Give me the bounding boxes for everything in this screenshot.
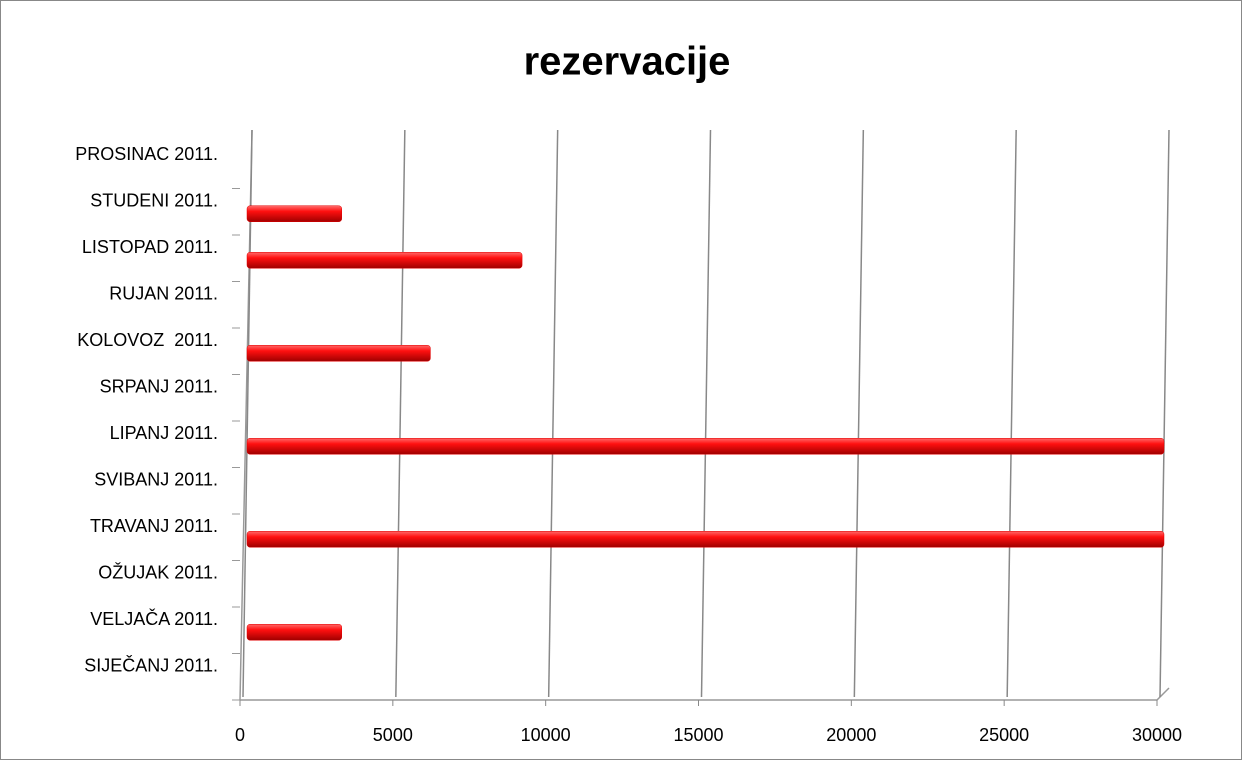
y-tick-label: VELJAČA 2011. bbox=[90, 608, 218, 629]
bar bbox=[246, 205, 343, 222]
x-tick-label: 0 bbox=[235, 725, 245, 745]
grid-line bbox=[853, 129, 865, 698]
y-tick-label: SIJEČANJ 2011. bbox=[84, 655, 218, 676]
x-tick-label: 15000 bbox=[673, 725, 723, 745]
grid-line bbox=[395, 129, 406, 698]
y-tick-label: KOLOVOZ 2011. bbox=[77, 330, 218, 350]
y-tick-label: SRPANJ 2011. bbox=[100, 377, 218, 397]
bar bbox=[246, 345, 431, 362]
grid-line bbox=[547, 129, 559, 698]
x-tick-label: 20000 bbox=[826, 725, 876, 745]
x-tick-label: 5000 bbox=[373, 725, 413, 745]
grid-line bbox=[1006, 129, 1017, 698]
bar bbox=[246, 438, 1165, 455]
y-tick-label: OŽUJAK 2011. bbox=[98, 563, 218, 583]
y-tick-label: TRAVANJ 2011. bbox=[90, 516, 218, 536]
x-tick-label: 10000 bbox=[521, 725, 571, 745]
grid-line bbox=[1159, 129, 1170, 698]
bar bbox=[246, 531, 1165, 548]
y-tick-label: SVIBANJ 2011. bbox=[94, 470, 218, 490]
y-tick-label: PROSINAC 2011. bbox=[75, 144, 218, 164]
y-tick-label: LISTOPAD 2011. bbox=[82, 237, 218, 257]
y-tick-label: RUJAN 2011. bbox=[109, 284, 218, 304]
y-tick-label: STUDENI 2011. bbox=[90, 191, 218, 211]
x-tick-label: 25000 bbox=[979, 725, 1029, 745]
grid-line bbox=[242, 129, 253, 698]
bar bbox=[246, 252, 523, 269]
y-tick-label: LIPANJ 2011. bbox=[110, 423, 218, 443]
chart-title: rezervacije bbox=[524, 40, 731, 84]
grid-line bbox=[700, 129, 712, 698]
x-tick-label: 30000 bbox=[1132, 725, 1182, 745]
bar bbox=[246, 624, 343, 641]
